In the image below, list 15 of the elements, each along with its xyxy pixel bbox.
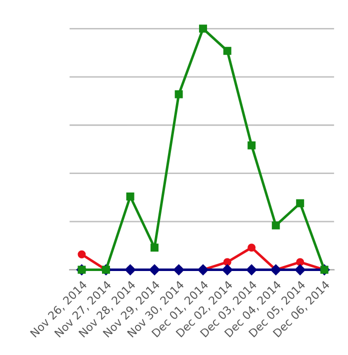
point xyxy=(296,199,304,208)
point xyxy=(294,264,306,276)
point xyxy=(248,244,256,252)
point xyxy=(199,24,208,33)
point xyxy=(296,258,304,266)
point xyxy=(248,141,256,150)
point xyxy=(272,221,280,230)
point xyxy=(223,258,232,266)
point xyxy=(222,264,233,276)
point xyxy=(246,264,258,276)
point xyxy=(126,192,134,200)
point xyxy=(78,250,86,258)
point xyxy=(150,244,159,252)
point xyxy=(223,46,232,55)
point xyxy=(174,90,183,98)
